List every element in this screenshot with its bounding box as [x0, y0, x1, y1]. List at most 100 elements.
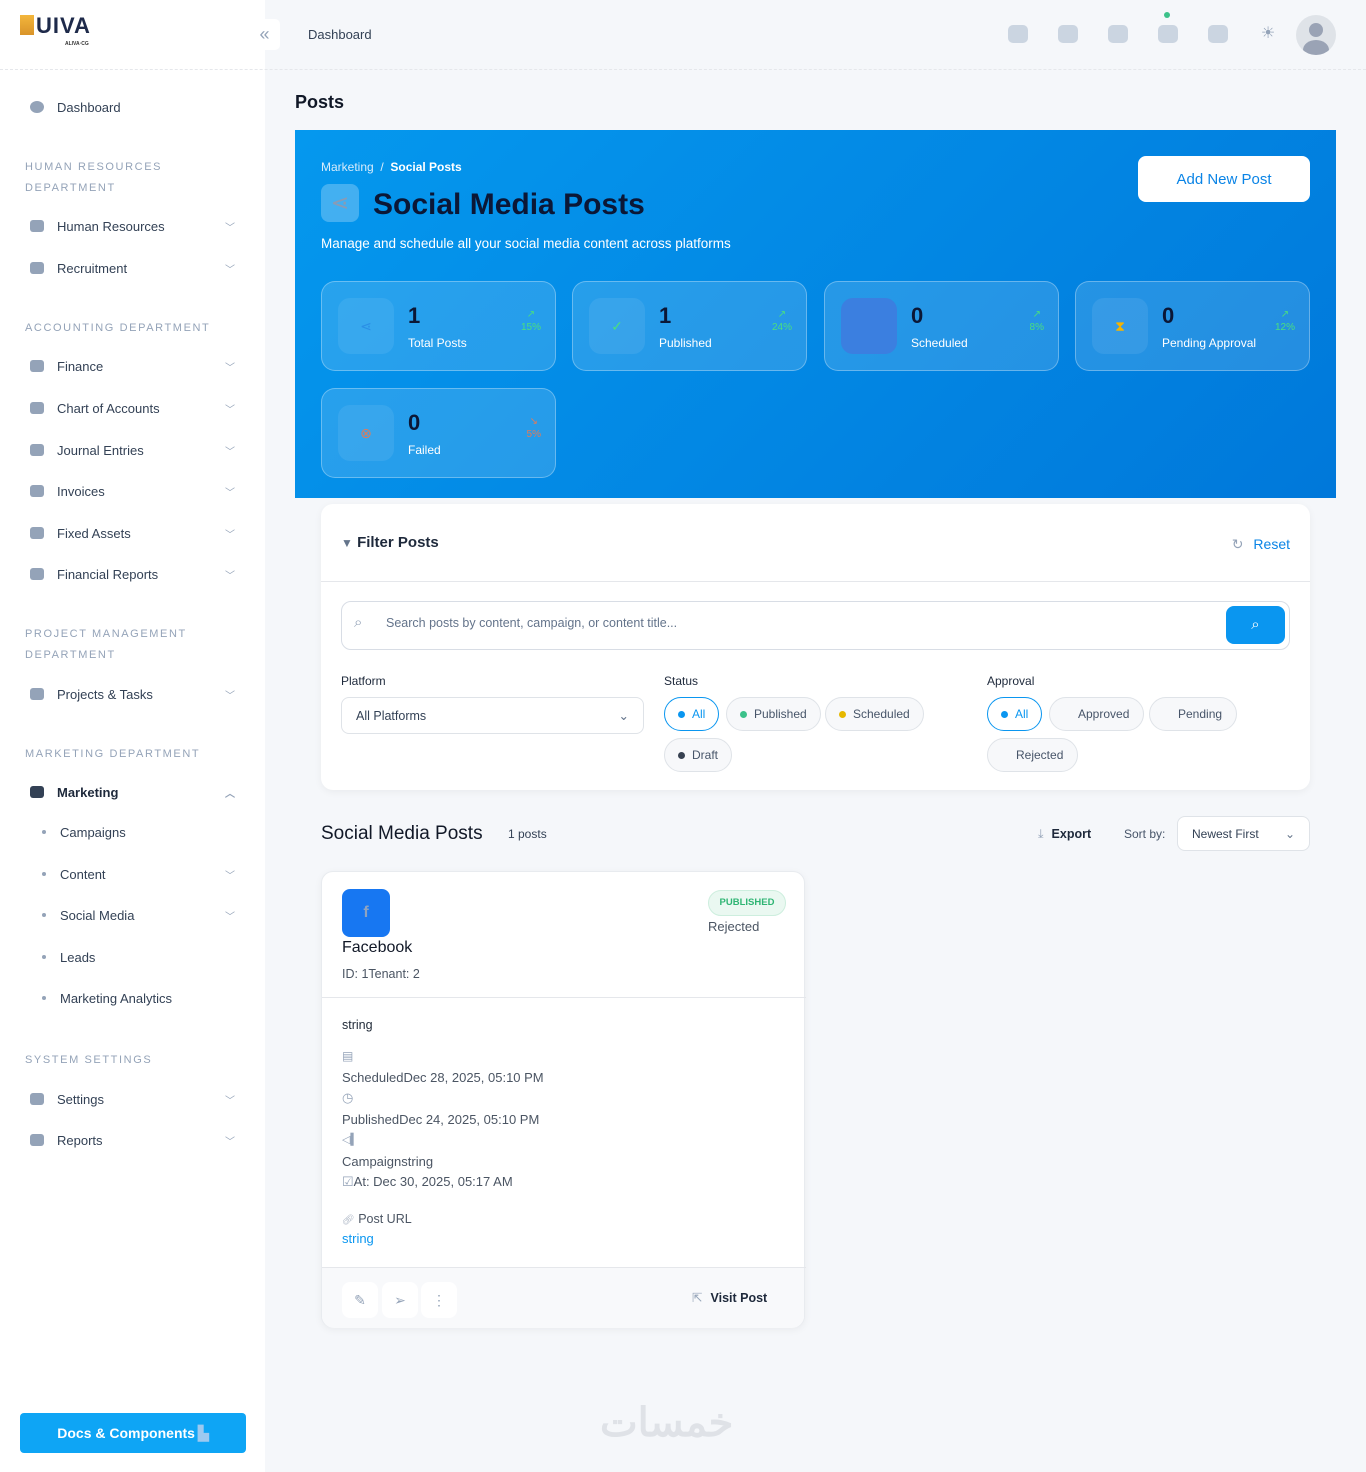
menu-icon	[30, 786, 44, 798]
sidebar-item-settings[interactable]: Settings ﹀	[30, 1089, 235, 1109]
sidebar-item-label: Reports	[57, 1132, 103, 1148]
platform-select[interactable]: All Platforms ⌄	[341, 697, 644, 734]
search-box: ⌕ ⌕	[341, 601, 1290, 650]
sidebar-item-label: Content	[60, 866, 106, 882]
sort-select[interactable]: Newest First ⌄	[1177, 816, 1310, 851]
menu-icon	[30, 220, 44, 232]
translate-icon[interactable]	[1008, 25, 1028, 43]
stat-card-pending-approval: ⧗ 0 Pending Approval ↗ 12%	[1075, 281, 1310, 371]
approval-chip-all[interactable]: All	[987, 697, 1043, 731]
search-input[interactable]	[386, 616, 1186, 630]
share-icon: ⋖	[338, 298, 394, 354]
banner-subtitle: Manage and schedule all your social medi…	[321, 236, 731, 251]
post-url-link[interactable]: string	[342, 1231, 374, 1246]
menu-icon	[30, 688, 44, 700]
sidebar-section-hr: HUMAN RESOURCES DEPARTMENT	[25, 161, 163, 194]
reset-button[interactable]: ↻ Reset	[1231, 536, 1290, 552]
approval-label: Approval	[987, 674, 1035, 688]
sidebar-item-marketing[interactable]: Marketing ︿	[30, 782, 235, 802]
mail-icon[interactable]	[1108, 25, 1128, 43]
more-vertical-icon: ⋮	[432, 1292, 446, 1308]
add-new-post-button[interactable]: Add New Post	[1138, 156, 1310, 202]
sidebar-item-reports[interactable]: Reports ﹀	[30, 1130, 235, 1150]
more-button[interactable]: ⋮	[421, 1282, 457, 1318]
status-chip-all[interactable]: All	[664, 697, 720, 731]
calendar-icon[interactable]	[1158, 25, 1178, 43]
sidebar-item-invoices[interactable]: Invoices ﹀	[30, 481, 235, 501]
chat-icon[interactable]	[1058, 25, 1078, 43]
sidebar-item-recruitment[interactable]: Recruitment ﹀	[30, 258, 235, 278]
sort-label: Sort by:	[1124, 827, 1166, 841]
theme-icon[interactable]: ☀	[1260, 25, 1276, 42]
header-title: Dashboard	[308, 27, 372, 42]
bullet	[42, 996, 46, 1000]
status-chip-draft[interactable]: Draft	[664, 738, 733, 772]
stat-value: 1	[659, 303, 672, 328]
status-chip-scheduled[interactable]: Scheduled	[825, 697, 924, 731]
sidebar-subitem-leads[interactable]: Leads	[42, 947, 235, 967]
visit-post-button[interactable]: ⇱ Visit Post	[692, 1291, 768, 1305]
logo[interactable]: UIVA ALIVA·CG	[20, 15, 91, 49]
bullet	[42, 872, 46, 876]
sidebar-item-chart-of-accounts[interactable]: Chart of Accounts ﹀	[30, 398, 235, 418]
avatar[interactable]	[1296, 15, 1336, 55]
menu-icon	[30, 262, 44, 274]
menu-icon	[30, 360, 44, 372]
chevron-down-icon: ﹀	[225, 222, 235, 234]
chevron-up-icon: ︿	[225, 788, 235, 800]
search-button[interactable]: ⌕	[1226, 606, 1285, 644]
sidebar-subitem-marketing-analytics[interactable]: Marketing Analytics	[42, 988, 235, 1008]
status-label: Status	[664, 674, 699, 688]
sidebar-subitem-campaigns[interactable]: Campaigns	[42, 822, 235, 842]
menu-icon	[30, 1093, 44, 1105]
chevron-down-icon: ⌄	[1284, 826, 1295, 841]
filter-card: ▼ Filter Posts ↻Reset ⌕ ⌕ Platform All P…	[321, 504, 1310, 790]
menu-icon	[30, 527, 44, 539]
header-divider	[0, 69, 1366, 70]
approval-chip-approved[interactable]: Approved	[1049, 697, 1145, 731]
stat-card-total-posts: ⋖ 1 Total Posts ↗ 15%	[321, 281, 556, 371]
hero-banner: Marketing / Social Posts ⋖ Social Media …	[295, 130, 1336, 498]
chevron-down-icon: ﹀	[225, 446, 235, 458]
sidebar-item-finance[interactable]: Finance ﹀	[30, 356, 235, 376]
export-button[interactable]: ⤓ Export	[1038, 827, 1092, 841]
filter-title: ▼ Filter Posts	[341, 534, 439, 551]
divider	[322, 997, 806, 998]
stat-label: Total Posts	[408, 336, 467, 350]
sidebar-item-journal-entries[interactable]: Journal Entries ﹀	[30, 440, 235, 460]
menu-icon	[30, 568, 44, 580]
stat-label: Scheduled	[911, 336, 968, 350]
sidebar-item-fixed-assets[interactable]: Fixed Assets ﹀	[30, 523, 235, 543]
publish-button[interactable]: ➢	[382, 1282, 418, 1318]
filter-divider	[321, 581, 1310, 582]
chevron-down-icon: ﹀	[225, 911, 235, 923]
trend-up-icon: ↗	[777, 309, 787, 320]
scheduled-date: ScheduledDec 28, 2025, 05:10 PM	[342, 1070, 544, 1085]
docs-components-button[interactable]: Docs & Components ▙	[20, 1413, 246, 1453]
sidebar-item-projects-tasks[interactable]: Projects & Tasks ﹀	[30, 684, 235, 704]
sidebar-item-dashboard[interactable]: Dashboard	[30, 97, 235, 117]
stat-value: 0	[1162, 303, 1175, 328]
docs-icon: ▙	[197, 1424, 209, 1441]
apps-icon[interactable]	[1208, 25, 1228, 43]
trend-up-icon: ↗	[1280, 309, 1290, 320]
sidebar-subitem-social-media[interactable]: Social Media ﹀	[42, 905, 235, 925]
chevron-down-icon: ﹀	[225, 529, 235, 541]
sidebar-subitem-content[interactable]: Content ﹀	[42, 864, 235, 884]
sidebar-item-label: Settings	[57, 1091, 104, 1107]
sidebar-item-financial-reports[interactable]: Financial Reports ﹀	[30, 564, 235, 584]
status-chip-published[interactable]: Published	[726, 697, 821, 731]
approval-chip-rejected[interactable]: Rejected	[987, 738, 1079, 772]
stat-label: Pending Approval	[1162, 336, 1257, 350]
edit-button[interactable]: ✎	[342, 1282, 378, 1318]
breadcrumb-marketing[interactable]: Marketing	[321, 160, 374, 174]
chevron-down-icon: ﹀	[225, 264, 235, 276]
collapse-sidebar-button[interactable]: «	[249, 19, 280, 50]
sidebar-item-label: Social Media	[60, 907, 135, 923]
approval-chip-pending[interactable]: Pending	[1149, 697, 1238, 731]
stat-trend: ↗ 24%	[771, 309, 792, 333]
sidebar-item-human-resources[interactable]: Human Resources ﹀	[30, 216, 235, 236]
send-icon: ➢	[394, 1292, 406, 1308]
sidebar-item-label: Leads	[60, 949, 96, 965]
trend-up-icon: ↗	[1032, 309, 1041, 320]
